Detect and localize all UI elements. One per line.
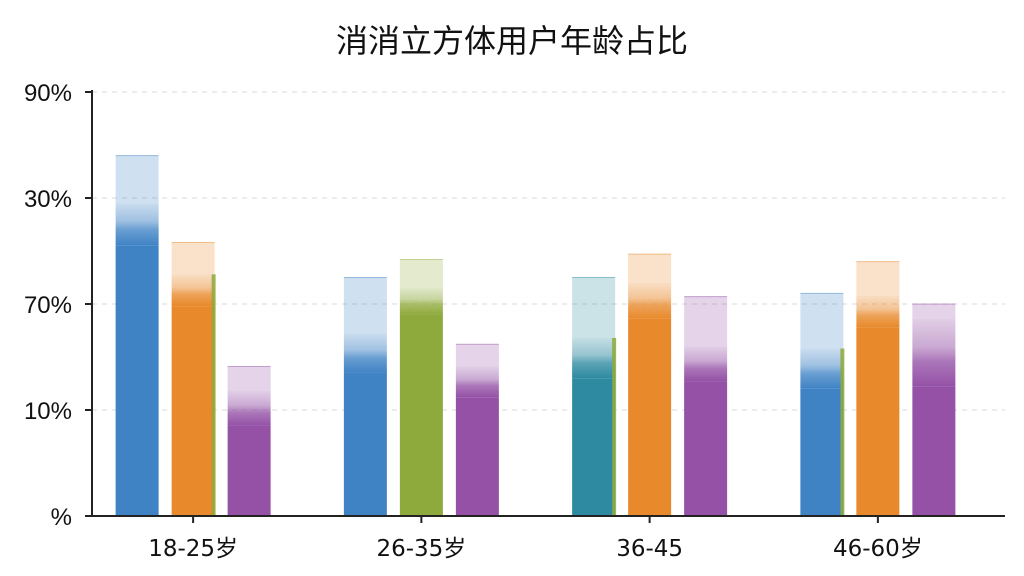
bar [455, 343, 499, 516]
bar-mid-segment [912, 318, 956, 387]
chart-title: 消消立方体用户年龄占比 [336, 22, 688, 60]
bar [572, 277, 617, 516]
bar-top-segment [684, 296, 728, 347]
bar-top-segment [912, 304, 956, 319]
bar [115, 155, 159, 516]
axes [91, 90, 1005, 517]
bar-top-segment [628, 254, 672, 283]
bar-base-segment [856, 327, 900, 516]
bar-mid-segment [684, 346, 728, 382]
bar [800, 292, 845, 516]
y-tick-label: 90% [24, 80, 72, 107]
y-tick-label: 70% [24, 292, 72, 319]
bar-mid-segment [343, 333, 387, 373]
bar-base-segment [684, 381, 728, 516]
bar [684, 296, 728, 516]
bar-base-segment [455, 397, 499, 516]
bar [912, 303, 956, 516]
bar-top-segment [115, 155, 159, 204]
bar-side-edge [211, 274, 216, 516]
y-tick-label: 30% [24, 186, 72, 213]
x-tick-label: 26-35岁 [376, 536, 466, 562]
bar-base-segment [227, 425, 271, 516]
x-tick-label: 46-60岁 [833, 536, 923, 562]
bar-mid-segment [455, 366, 499, 398]
x-tick-label: 18-25岁 [148, 536, 238, 562]
bar-top-segment [171, 242, 215, 275]
bar-top-segment [572, 277, 616, 338]
bar [856, 261, 900, 516]
y-tick-labels: % 10% 70% 30% 90% [24, 80, 72, 531]
bar [343, 277, 387, 516]
bar-top-segment [800, 293, 844, 349]
bar-mid-segment [800, 348, 844, 389]
bar-mid-segment [227, 390, 271, 426]
bar-base-segment [628, 318, 672, 516]
bar-mid-segment [399, 288, 443, 315]
bar [227, 366, 271, 516]
bar-mid-segment [115, 203, 159, 246]
bar-base-segment [399, 314, 443, 516]
bar-mid-segment [572, 337, 616, 379]
bar-top-segment [343, 277, 387, 334]
x-tick-label: 36-45 [616, 536, 683, 562]
x-tick-labels: 18-25岁 26-35岁 36-45 46-60岁 [148, 516, 923, 562]
bars [115, 155, 956, 516]
bar-base-segment [343, 372, 387, 516]
bar [171, 242, 216, 516]
y-tick-label: 10% [24, 398, 72, 425]
bar-base-segment [115, 245, 159, 516]
bar-side-edge [840, 348, 845, 516]
bar [628, 253, 672, 516]
bar-mid-segment [171, 274, 215, 307]
bar-mid-segment [628, 282, 672, 319]
y-tick-label: % [51, 504, 72, 531]
bar [399, 258, 443, 516]
bar-top-segment [227, 366, 271, 391]
bar-top-segment [455, 344, 499, 367]
bar-base-segment [171, 306, 215, 516]
bar-base-segment [800, 388, 844, 516]
bar-base-segment [572, 378, 616, 516]
bar-mid-segment [856, 295, 900, 328]
bar-side-edge [612, 337, 617, 516]
bar-top-segment [856, 261, 900, 296]
bar-base-segment [912, 386, 956, 516]
bar-top-segment [399, 259, 443, 289]
